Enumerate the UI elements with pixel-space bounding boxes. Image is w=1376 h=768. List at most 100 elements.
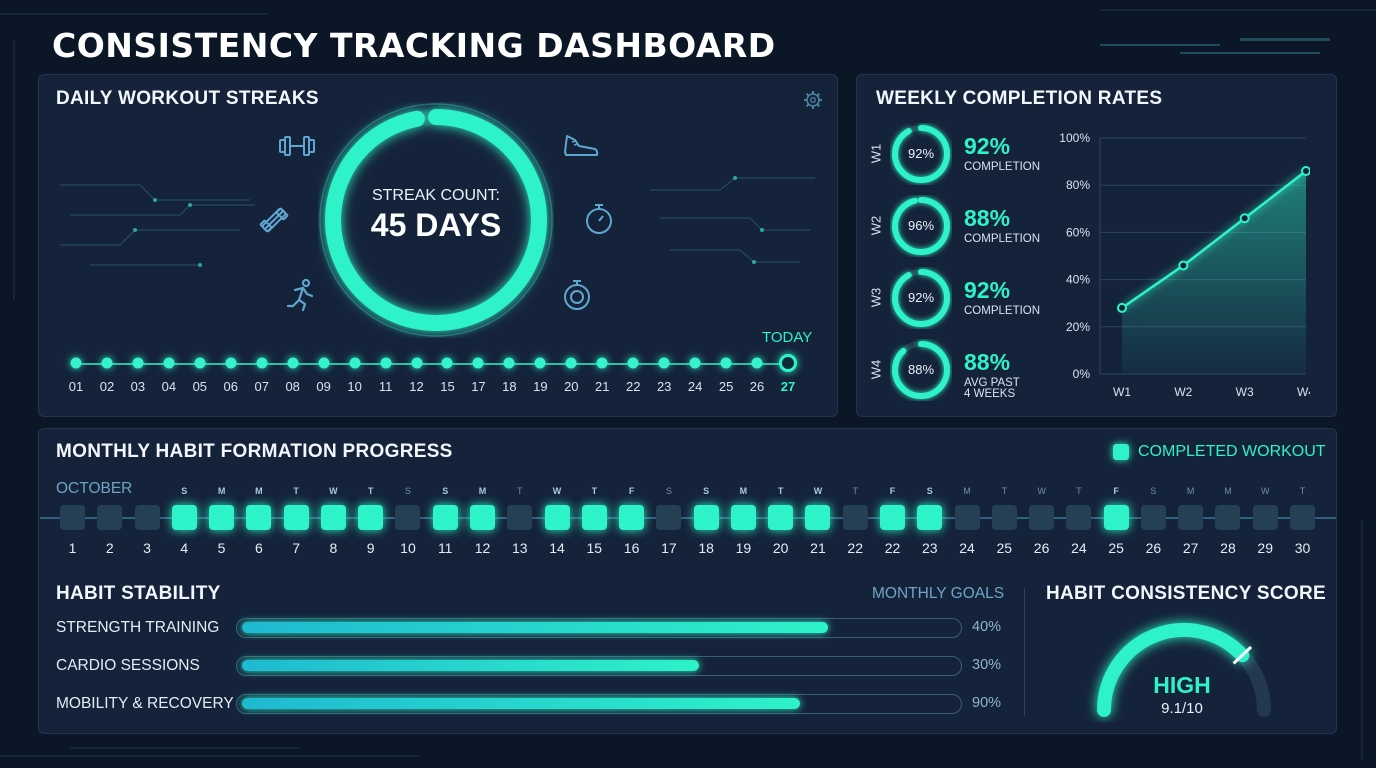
streaks-title: DAILY WORKOUT STREAKS (56, 88, 319, 109)
chart-x-tick-label: W2 (1174, 385, 1192, 399)
chart-area (1122, 171, 1306, 374)
calendar-day-number: 30 (1294, 540, 1311, 556)
calendar-day-completed[interactable] (432, 505, 458, 530)
calendar-day-cell[interactable] (1215, 505, 1241, 530)
calendar-day-cell[interactable] (97, 505, 123, 530)
calendar-day-completed[interactable] (880, 505, 905, 530)
calendar-day-cell[interactable] (507, 505, 533, 530)
streak-day-dot (596, 357, 608, 369)
today-label: TODAY (762, 329, 813, 346)
calendar-day-cell[interactable] (1252, 505, 1278, 530)
calendar-day-completed[interactable] (619, 505, 645, 530)
calendar-day-number: 2 (105, 540, 114, 556)
gear-icon[interactable] (803, 90, 823, 110)
calendar-day-completed[interactable] (917, 505, 943, 530)
calendar-weekday-label: M (963, 486, 971, 496)
calendar-day-number: 16 (623, 540, 640, 556)
calendar-day-completed[interactable] (581, 505, 607, 530)
calendar-day-number: 26 (1033, 540, 1050, 556)
calendar-day-number: 26 (1145, 540, 1162, 556)
calendar-day-cell[interactable] (134, 505, 160, 530)
stability-title: HABIT STABILITY (56, 583, 221, 604)
calendar-weekday-label: T (777, 486, 784, 496)
calendar-day-cell[interactable] (1178, 505, 1204, 530)
calendar-day-number: 27 (1182, 540, 1199, 556)
streak-day-label: 09 (316, 379, 331, 394)
calendar-day-completed[interactable] (171, 505, 197, 530)
habit-label: STRENGTH TRAINING (56, 619, 220, 636)
score-title: HABIT CONSISTENCY SCORE (1046, 583, 1326, 604)
streak-day-dot (534, 357, 546, 369)
calendar-day-completed[interactable] (805, 505, 831, 530)
calendar-day-number: 20 (772, 540, 789, 556)
calendar-day-completed[interactable] (768, 505, 794, 530)
week-completion-caption: COMPLETION (964, 161, 1041, 173)
calendar-day-number: 11 (437, 540, 453, 556)
calendar-day-completed[interactable] (1103, 505, 1129, 530)
chart-y-tick-label: 40% (1066, 273, 1090, 287)
calendar-weekday-label: T (293, 486, 299, 496)
legend-swatch (1113, 444, 1129, 460)
dumbbell-icon (279, 136, 315, 156)
streak-ring (319, 103, 553, 337)
calendar-day-cell[interactable] (60, 505, 85, 530)
calendar-day-completed[interactable] (246, 505, 272, 530)
weekly-title: WEEKLY COMPLETION RATES (876, 88, 1163, 109)
habit-progress-track (236, 694, 962, 714)
week-label: W2 (868, 215, 884, 236)
habit-goal-value: 40% (972, 619, 1002, 635)
calendar-day-number: 24 (959, 540, 975, 556)
chart-y-tick-label: 80% (1066, 178, 1090, 192)
calendar-day-completed[interactable] (283, 505, 309, 530)
calendar-day-number: 29 (1257, 540, 1273, 556)
calendar-day-completed[interactable] (209, 505, 235, 530)
week-completion-caption: COMPLETION (964, 305, 1041, 317)
calendar-day-completed[interactable] (730, 505, 756, 530)
streak-label: STREAK COUNT: (371, 187, 500, 204)
calendar-day-number: 5 (217, 540, 226, 556)
calendar-day-cell[interactable] (656, 505, 682, 530)
streak-day-dot (503, 357, 515, 369)
calendar-day-completed[interactable] (693, 505, 719, 530)
calendar-weekday-label: S (404, 486, 411, 496)
calendar-day-cell[interactable] (1066, 505, 1092, 530)
streak-day-label: 21 (595, 379, 610, 394)
habit-goal-value: 30% (972, 657, 1002, 673)
week-completion-caption: COMPLETION (964, 233, 1041, 245)
calendar-weekday-label: M (739, 486, 748, 496)
calendar-day-cell[interactable] (842, 505, 868, 530)
weekly-completion-chart: 0% 20% 40% 60% 80% 100% W1 W2 W3 W4 (1060, 131, 1310, 399)
calendar-day-number: 12 (474, 540, 491, 556)
chart-y-tick-label: 60% (1066, 225, 1090, 239)
chart-data-point (1239, 213, 1250, 224)
streak-day-dot (380, 357, 392, 369)
streak-day-dot (163, 357, 175, 369)
calendar-day-cell[interactable] (1290, 505, 1315, 530)
streak-day-label: 11 (378, 379, 393, 394)
calendar-day-cell[interactable] (954, 505, 980, 530)
dashboard-title: CONSISTENCY TRACKING DASHBOARD (52, 26, 776, 65)
streak-day-dot (658, 357, 670, 369)
week-completion-ring (892, 197, 950, 255)
streak-day-dot (318, 357, 330, 369)
streak-day-label: 18 (502, 379, 517, 394)
calendar-day-cell[interactable] (1140, 505, 1166, 530)
calendar-day-cell[interactable] (991, 505, 1017, 530)
week-completion-ring (892, 125, 950, 183)
calendar-day-number: 25 (996, 540, 1013, 556)
calendar-weekday-label: W (1037, 486, 1046, 496)
chart-x-tick-label: W4 (1297, 385, 1310, 399)
streak-day-dot (70, 357, 82, 369)
calendar-day-completed[interactable] (320, 505, 346, 530)
streak-day-label: 05 (192, 379, 208, 394)
calendar-day-completed[interactable] (470, 505, 495, 530)
streak-day-label: 25 (718, 379, 734, 394)
week-ring-value: 92% (907, 290, 935, 305)
calendar-day-cell[interactable] (1029, 505, 1055, 530)
calendar-day-completed[interactable] (358, 505, 384, 530)
calendar-day-number: 19 (735, 540, 752, 556)
calendar-weekday-label: M (1186, 486, 1195, 496)
calendar-weekday-label: S (1150, 486, 1157, 496)
calendar-day-completed[interactable] (544, 505, 570, 530)
calendar-day-cell[interactable] (395, 505, 421, 530)
